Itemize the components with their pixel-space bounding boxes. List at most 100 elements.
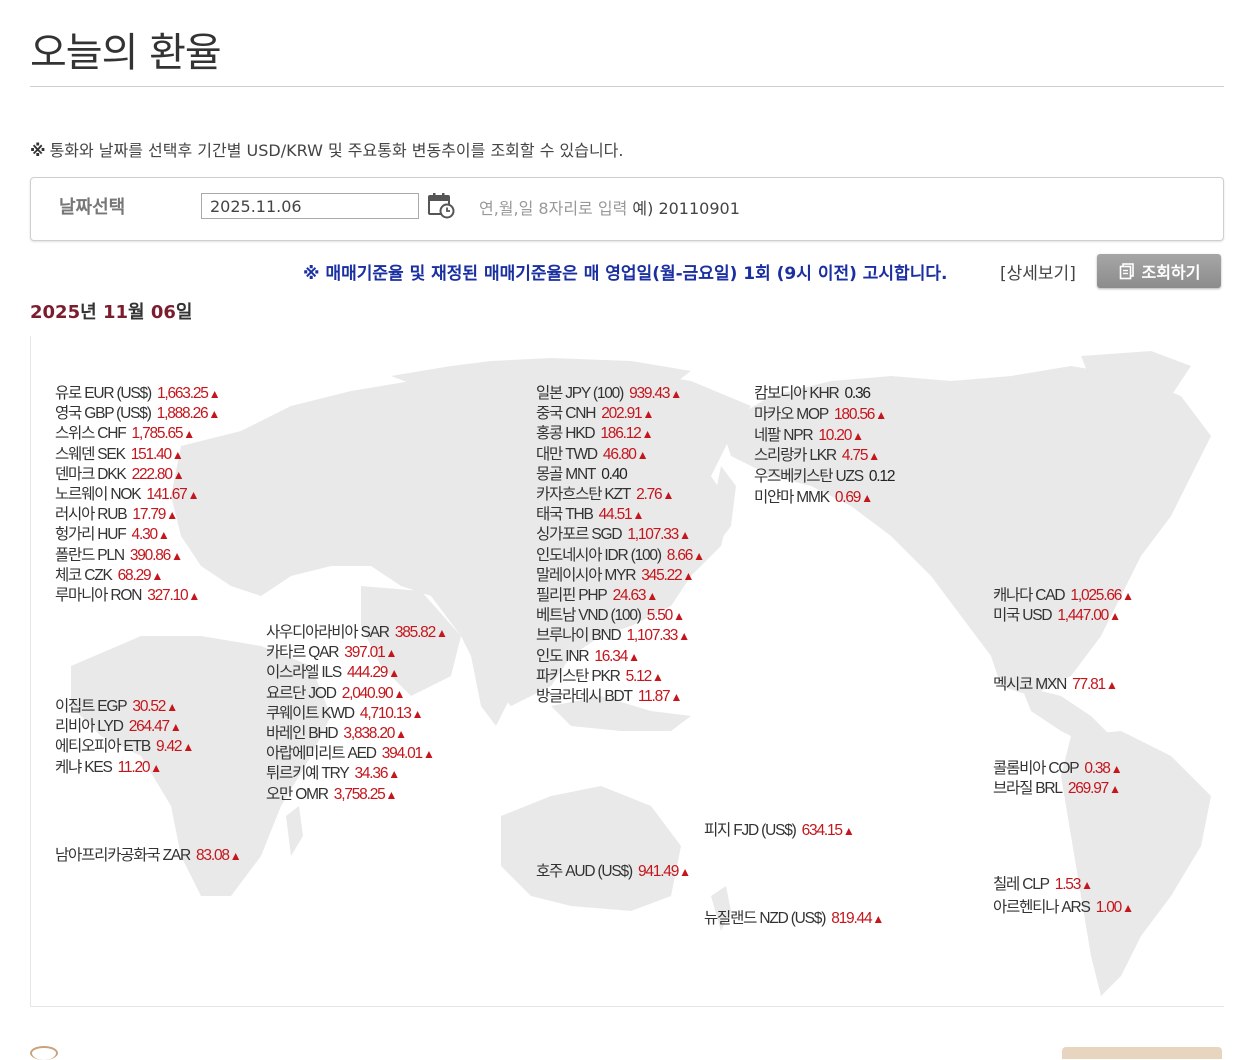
rate-item[interactable]: 싱가포르 SGD 1,107.33▲ bbox=[536, 525, 691, 545]
rate-item[interactable]: 인도네시아 IDR (100) 8.66▲ bbox=[536, 546, 705, 566]
rate-value: 1,447.00 bbox=[1057, 607, 1109, 625]
rate-item[interactable]: 칠레 CLP 1.53▲ bbox=[993, 875, 1093, 895]
up-triangle-icon: ▲ bbox=[662, 488, 675, 502]
rate-currency-label: 마카오 MOP bbox=[754, 405, 829, 423]
up-triangle-icon: ▲ bbox=[188, 589, 201, 603]
rate-item[interactable]: 카자흐스탄 KZT 2.76▲ bbox=[536, 485, 674, 505]
rate-currency-label: 케냐 KES bbox=[55, 758, 113, 776]
rate-item[interactable]: 러시아 RUB 17.79▲ bbox=[55, 505, 178, 525]
date-input[interactable] bbox=[201, 193, 419, 219]
rate-currency-label: 네팔 NPR bbox=[754, 426, 814, 444]
rate-currency-label: 스위스 CHF bbox=[55, 425, 127, 443]
up-triangle-icon: ▲ bbox=[208, 387, 221, 401]
world-map-icon bbox=[71, 351, 1211, 996]
rate-item[interactable]: 몽골 MNT 0.40 bbox=[536, 465, 628, 485]
rate-item[interactable]: 필리핀 PHP 24.63▲ bbox=[536, 586, 658, 606]
rate-item[interactable]: 리비아 LYD 264.47▲ bbox=[55, 717, 182, 737]
up-triangle-icon: ▲ bbox=[693, 548, 706, 563]
rate-item[interactable]: 마카오 MOP 180.56▲ bbox=[754, 405, 887, 425]
rate-date-year-unit: 년 bbox=[80, 302, 103, 323]
rate-value: 819.44 bbox=[831, 910, 872, 927]
rate-item[interactable]: 뉴질랜드 NZD (US$) 819.44▲ bbox=[704, 909, 884, 929]
rate-date-day-unit: 일 bbox=[175, 302, 193, 323]
rate-item[interactable]: 스위스 CHF 1,785.65▲ bbox=[55, 424, 195, 444]
rate-item[interactable]: 네팔 NPR 10.20▲ bbox=[754, 426, 864, 446]
rate-item[interactable]: 에티오피아 ETB 9.42▲ bbox=[55, 737, 194, 757]
rate-item[interactable]: 아르헨티나 ARS 1.00▲ bbox=[993, 898, 1134, 918]
rate-item[interactable]: 케냐 KES 11.20▲ bbox=[55, 758, 162, 778]
rate-value: 180.56 bbox=[834, 405, 875, 423]
rate-item[interactable]: 중국 CNH 202.91▲ bbox=[536, 404, 654, 424]
rate-item[interactable]: 아랍에미리트 AED 394.01▲ bbox=[266, 744, 435, 764]
up-triangle-icon: ▲ bbox=[679, 528, 691, 543]
query-button[interactable]: 조회하기 bbox=[1097, 254, 1221, 288]
rate-item[interactable]: 남아프리카공화국 ZAR 83.08▲ bbox=[55, 846, 242, 866]
announcement-text: ※ 매매기준율 및 재정된 매매기준율은 매 영업일(월-금요일) 1회 (9시… bbox=[303, 264, 948, 284]
up-triangle-icon: ▲ bbox=[166, 508, 179, 523]
rate-item[interactable]: 요르단 JOD 2,040.90▲ bbox=[266, 684, 405, 704]
rate-item[interactable]: 바레인 BHD 3,838.20▲ bbox=[266, 724, 407, 744]
next-section-tab[interactable] bbox=[1062, 1047, 1222, 1059]
rate-value: 0.69 bbox=[834, 489, 862, 506]
up-triangle-icon: ▲ bbox=[632, 508, 645, 523]
rate-currency-label: 캐나다 CAD bbox=[993, 587, 1066, 604]
rate-item[interactable]: 베트남 VND (100) 5.50▲ bbox=[536, 606, 685, 626]
up-triangle-icon: ▲ bbox=[182, 740, 195, 755]
rate-item[interactable]: 피지 FJD (US$) 634.15▲ bbox=[704, 821, 855, 841]
page-title: 오늘의 환율 bbox=[30, 30, 222, 76]
up-triangle-icon: ▲ bbox=[679, 865, 692, 879]
hint-text: 연,월,일 8자리로 입력 bbox=[479, 199, 628, 218]
calendar-icon[interactable] bbox=[427, 191, 455, 219]
rate-item[interactable]: 캐나다 CAD 1,025.66▲ bbox=[993, 586, 1134, 606]
rate-item[interactable]: 브라질 BRL 269.97▲ bbox=[993, 779, 1121, 799]
rate-item[interactable]: 스리랑카 LKR 4.75▲ bbox=[754, 446, 880, 466]
rate-currency-label: 루마니아 RON bbox=[55, 587, 142, 604]
rate-item[interactable]: 방글라데시 BDT 11.87▲ bbox=[536, 687, 682, 707]
rate-item[interactable]: 태국 THB 44.51▲ bbox=[536, 505, 644, 525]
rate-value: 1.00 bbox=[1095, 898, 1123, 916]
rate-item[interactable]: 영국 GBP (US$) 1,888.26▲ bbox=[55, 404, 220, 424]
rate-item[interactable]: 오만 OMR 3,758.25▲ bbox=[266, 785, 397, 805]
rate-item[interactable]: 대만 TWD 46.80▲ bbox=[536, 445, 649, 465]
rate-item[interactable]: 사우디아라비아 SAR 385.82▲ bbox=[266, 623, 448, 643]
rate-currency-label: 미국 USD bbox=[993, 607, 1053, 625]
rate-item[interactable]: 카타르 QAR 397.01▲ bbox=[266, 643, 397, 663]
rate-item[interactable]: 체코 CZK 68.29▲ bbox=[55, 566, 163, 586]
up-triangle-icon: ▲ bbox=[670, 690, 683, 704]
date-select-label: 날짜선택 bbox=[59, 197, 126, 218]
rate-item[interactable]: 폴란드 PLN 390.86▲ bbox=[55, 546, 183, 566]
up-triangle-icon: ▲ bbox=[229, 849, 242, 863]
rate-value: 186.12 bbox=[600, 425, 641, 443]
rate-item[interactable]: 튀르키예 TRY 34.36▲ bbox=[266, 764, 400, 784]
rate-item[interactable]: 스웨덴 SEK 151.40▲ bbox=[55, 445, 184, 465]
rate-item[interactable]: 루마니아 RON 327.10▲ bbox=[55, 586, 200, 606]
rate-item[interactable]: 캄보디아 KHR 0.36 bbox=[754, 384, 871, 404]
rate-item[interactable]: 헝가리 HUF 4.30▲ bbox=[55, 525, 170, 545]
rate-currency-label: 콜롬비아 COP bbox=[993, 760, 1080, 777]
rate-item[interactable]: 홍콩 HKD 186.12▲ bbox=[536, 424, 653, 444]
rate-item[interactable]: 일본 JPY (100) 939.43▲ bbox=[536, 384, 682, 404]
rate-item[interactable]: 말레이시아 MYR 345.22▲ bbox=[536, 566, 694, 586]
rate-value: 3,758.25 bbox=[333, 785, 386, 803]
rate-item[interactable]: 호주 AUD (US$) 941.49▲ bbox=[536, 862, 691, 882]
rate-item[interactable]: 멕시코 MXN 77.81▲ bbox=[993, 675, 1118, 695]
rate-item[interactable]: 노르웨이 NOK 141.67▲ bbox=[55, 485, 199, 505]
rate-currency-label: 아르헨티나 ARS bbox=[993, 898, 1091, 916]
rate-item[interactable]: 덴마크 DKK 222.80▲ bbox=[55, 465, 185, 485]
rate-item[interactable]: 미국 USD 1,447.00▲ bbox=[993, 606, 1121, 626]
rate-item[interactable]: 유로 EUR (US$) 1,663.25▲ bbox=[55, 384, 221, 404]
rate-item[interactable]: 이집트 EGP 30.52▲ bbox=[55, 697, 178, 717]
up-triangle-icon: ▲ bbox=[646, 589, 659, 603]
rate-item[interactable]: 브루나이 BND 1,107.33▲ bbox=[536, 626, 690, 646]
rate-item[interactable]: 인도 INR 16.34▲ bbox=[536, 647, 640, 667]
rate-item[interactable]: 미얀마 MMK 0.69▲ bbox=[754, 488, 873, 508]
up-triangle-icon: ▲ bbox=[436, 626, 448, 640]
rate-item[interactable]: 우즈베키스탄 UZS 0.12 bbox=[754, 467, 895, 487]
rate-item[interactable]: 파키스탄 PKR 5.12▲ bbox=[536, 667, 664, 687]
detail-link[interactable]: [상세보기] bbox=[1000, 264, 1076, 284]
rate-item[interactable]: 콜롬비아 COP 0.38▲ bbox=[993, 759, 1123, 779]
up-triangle-icon: ▲ bbox=[395, 727, 408, 741]
rate-item[interactable]: 이스라엘 ILS 444.29▲ bbox=[266, 663, 400, 683]
rate-item[interactable]: 쿠웨이트 KWD 4,710.13▲ bbox=[266, 704, 424, 724]
rate-currency-label: 브루나이 BND bbox=[536, 627, 622, 645]
